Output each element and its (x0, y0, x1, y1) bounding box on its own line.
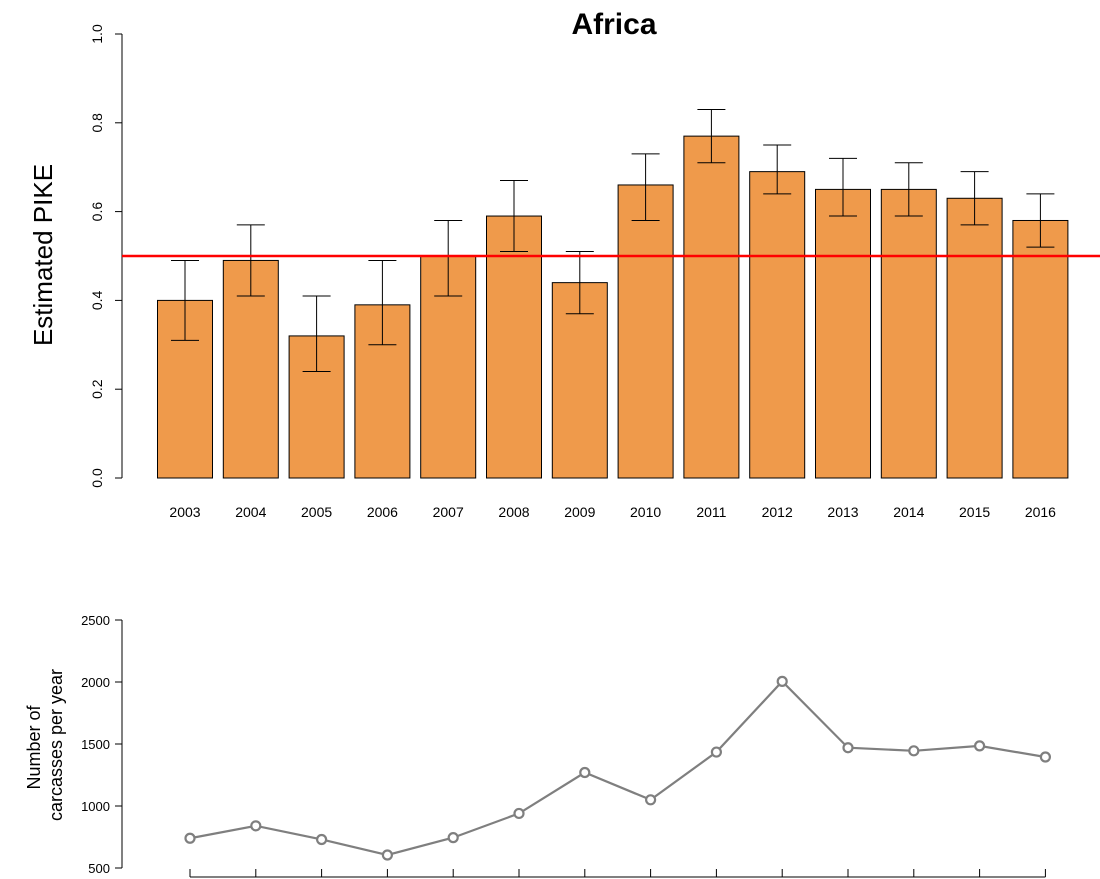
x-tick-label: 2014 (893, 504, 924, 520)
x-tick-label: 2009 (564, 504, 595, 520)
bar (946, 197, 1003, 479)
chart-title: Africa (571, 8, 656, 41)
y-tick-label: 1000 (81, 799, 110, 814)
x-tick-label: 2015 (959, 504, 990, 520)
data-point (579, 766, 591, 779)
x-tick-label: 2006 (367, 504, 398, 520)
y-tick-label: 2000 (81, 675, 110, 690)
y-tick-label: 500 (88, 861, 110, 876)
carcasses-series (184, 675, 1052, 861)
bar (1012, 219, 1069, 479)
data-point (842, 742, 854, 754)
bar (551, 282, 608, 479)
pike-bar-panel: Africa Estimated PIKE 0.0 0.2 0.4 0.6 0.8 1.0… (28, 8, 1100, 520)
y-tick-label: 0.0 (89, 468, 105, 488)
bar (617, 184, 674, 479)
data-point (250, 820, 262, 832)
y-tick-label: 0.2 (89, 379, 105, 399)
y-tick-label: 1.0 (89, 24, 105, 44)
data-point (184, 832, 196, 844)
x-tick-label: 2004 (235, 504, 266, 520)
y-axis: 0.0 0.2 0.4 0.6 0.8 1.0 (89, 24, 123, 488)
data-point (1039, 751, 1052, 763)
x-tick-label: 2011 (696, 504, 726, 520)
carcasses-line-panel: Number of carcasses per year 500 1000 1500… (24, 613, 1052, 878)
bar (749, 171, 806, 479)
y-tick-label: 1500 (81, 737, 110, 752)
x-tick-label: 2008 (498, 504, 529, 520)
x-tick-label: 2007 (433, 504, 464, 520)
x-tick-label: 2003 (169, 504, 200, 520)
data-point (776, 675, 788, 687)
data-point (973, 740, 986, 752)
y-tick-label: 0.8 (89, 113, 105, 133)
series-line (189, 679, 1046, 857)
data-point (381, 849, 393, 861)
data-point (513, 807, 525, 820)
bar (815, 188, 871, 479)
x-tick-label: 2016 (1025, 504, 1056, 520)
y-axis-label-line-2: carcasses per year (46, 669, 66, 821)
y-axis-label-line-1: Number of (24, 705, 44, 790)
y-tick-label: 0.6 (89, 202, 105, 222)
y-axis-label-carcasses: Number of carcasses per year (24, 669, 66, 821)
bar (486, 215, 542, 479)
bar-series (157, 135, 1069, 479)
data-point (644, 794, 657, 806)
data-point (316, 833, 328, 846)
x-tick-label: 2012 (762, 504, 793, 520)
y-tick-label: 0.4 (89, 290, 105, 310)
y-tick-label: 2500 (81, 613, 110, 628)
error-bars (171, 108, 1055, 372)
bar (222, 259, 279, 479)
y-axis-label: Estimated PIKE (28, 164, 58, 346)
x-axis-carcasses (189, 869, 1046, 878)
bar (683, 135, 740, 479)
x-tick-label: 2010 (630, 504, 661, 520)
data-point (908, 745, 920, 757)
data-point (710, 746, 723, 758)
x-tick-label: 2013 (827, 504, 858, 520)
x-tick-label: 2005 (301, 504, 332, 520)
y-axis-carcasses: 500 1000 1500 2000 2500 (81, 613, 123, 876)
data-point (447, 832, 459, 844)
bar (880, 188, 937, 479)
x-tick-labels: 2003 2004 2005 2006 2007 2008 2009 2010 2011 2012… (169, 504, 1056, 520)
